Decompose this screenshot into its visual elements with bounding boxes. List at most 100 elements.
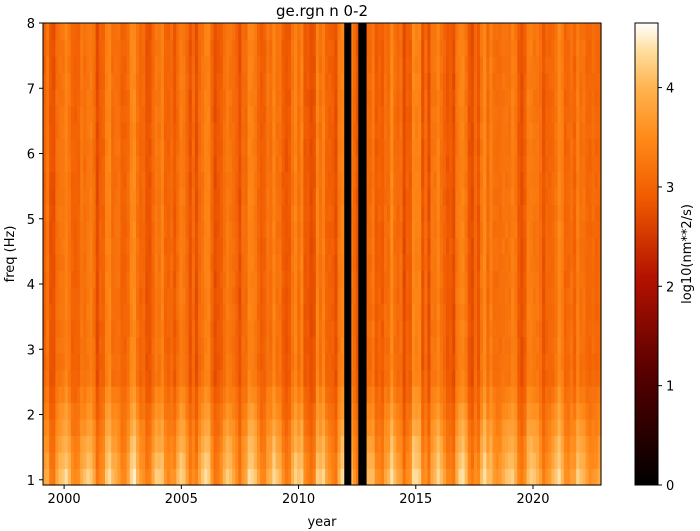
heatmap-cell — [433, 402, 438, 420]
heatmap-cell — [188, 237, 193, 255]
heatmap-cell — [278, 204, 283, 222]
heatmap-cell — [436, 89, 441, 107]
heatmap-cell — [486, 402, 490, 420]
heatmap-cell — [272, 23, 277, 41]
heatmap-cell — [473, 237, 478, 255]
heatmap-cell — [108, 122, 112, 140]
heatmap-cell — [222, 254, 227, 272]
heatmap-cell — [408, 402, 413, 420]
heatmap-cell — [287, 303, 292, 321]
heatmap-cell — [167, 56, 171, 74]
heatmap-cell — [101, 353, 106, 371]
heatmap-cell — [92, 138, 97, 156]
heatmap-cell — [318, 369, 323, 387]
heatmap-cell — [309, 72, 314, 90]
heatmap-cell — [61, 122, 66, 140]
heatmap-cell — [126, 89, 131, 107]
heatmap-cell — [176, 105, 180, 123]
heatmap-cell — [322, 89, 326, 107]
heatmap-cell — [160, 468, 165, 486]
heatmap-cell — [511, 188, 515, 206]
heatmap-cell — [529, 221, 534, 239]
heatmap-cell — [464, 221, 469, 239]
heatmap-cell — [303, 56, 308, 74]
heatmap-cell — [145, 89, 149, 107]
heatmap-cell — [458, 221, 463, 239]
heatmap-cell — [492, 320, 497, 338]
heatmap-cell — [449, 122, 453, 140]
heatmap-cell — [101, 237, 106, 255]
heatmap-cell — [303, 89, 308, 107]
heatmap-cell — [563, 287, 568, 305]
heatmap-cell — [318, 287, 323, 305]
heatmap-cell — [117, 287, 122, 305]
heatmap-cell — [83, 353, 87, 371]
heatmap-cell — [461, 188, 466, 206]
heatmap-cell — [411, 468, 416, 486]
heatmap-cell — [421, 89, 425, 107]
heatmap-cell — [117, 386, 122, 404]
heatmap-cell — [222, 270, 227, 288]
heatmap-cell — [334, 105, 339, 123]
heatmap-cell — [542, 237, 546, 255]
heatmap-cell — [219, 155, 224, 173]
heatmap-cell — [229, 287, 233, 305]
heatmap-cell — [539, 155, 543, 173]
heatmap-cell — [225, 353, 230, 371]
heatmap-cell — [300, 320, 304, 338]
heatmap-cell — [405, 221, 410, 239]
heatmap-cell — [368, 287, 373, 305]
heatmap-cell — [281, 39, 286, 57]
heatmap-cell — [95, 237, 100, 255]
heatmap-cell — [129, 105, 134, 123]
heatmap-cell — [334, 122, 339, 140]
heatmap-cell — [334, 39, 339, 57]
heatmap-cell — [52, 105, 56, 123]
heatmap-cell — [55, 353, 60, 371]
heatmap-cell — [272, 171, 277, 189]
heatmap-cell — [492, 254, 497, 272]
heatmap-cell — [566, 419, 571, 437]
heatmap-cell — [377, 237, 382, 255]
heatmap-cell — [526, 320, 531, 338]
heatmap-cell — [64, 171, 69, 189]
heatmap-cell — [526, 138, 531, 156]
heatmap-cell — [557, 320, 562, 338]
heatmap-cell — [225, 221, 230, 239]
heatmap-cell — [560, 204, 565, 222]
heatmap-cell — [477, 435, 481, 453]
heatmap-cell — [306, 171, 311, 189]
heatmap-cell — [67, 122, 72, 140]
heatmap-cell — [101, 72, 106, 90]
heatmap-cell — [511, 353, 515, 371]
heatmap-cell — [349, 287, 354, 305]
heatmap-cell — [353, 287, 357, 305]
heatmap-cell — [83, 105, 87, 123]
heatmap-cell — [504, 402, 509, 420]
heatmap-cell — [198, 369, 202, 387]
heatmap-cell — [229, 171, 233, 189]
heatmap-cell — [380, 452, 385, 470]
heatmap-cell — [204, 105, 208, 123]
heatmap-cell — [101, 402, 106, 420]
heatmap-cell — [405, 56, 410, 74]
heatmap-cell — [548, 72, 552, 90]
heatmap-cell — [328, 287, 332, 305]
heatmap-cell — [582, 155, 587, 173]
heatmap-cell — [52, 386, 56, 404]
heatmap-cell — [427, 89, 432, 107]
heatmap-cell — [92, 188, 97, 206]
heatmap-cell — [340, 72, 345, 90]
heatmap-cell — [145, 369, 149, 387]
heatmap-cell — [222, 89, 227, 107]
heatmap-cell — [191, 402, 196, 420]
heatmap-cell — [185, 336, 190, 354]
heatmap-cell — [101, 105, 106, 123]
heatmap-cell — [588, 336, 593, 354]
heatmap-cell — [411, 369, 416, 387]
heatmap-cell — [467, 89, 472, 107]
heatmap-cell — [275, 105, 280, 123]
heatmap-cell — [207, 468, 211, 486]
heatmap-cell — [148, 402, 153, 420]
heatmap-cell — [492, 386, 497, 404]
